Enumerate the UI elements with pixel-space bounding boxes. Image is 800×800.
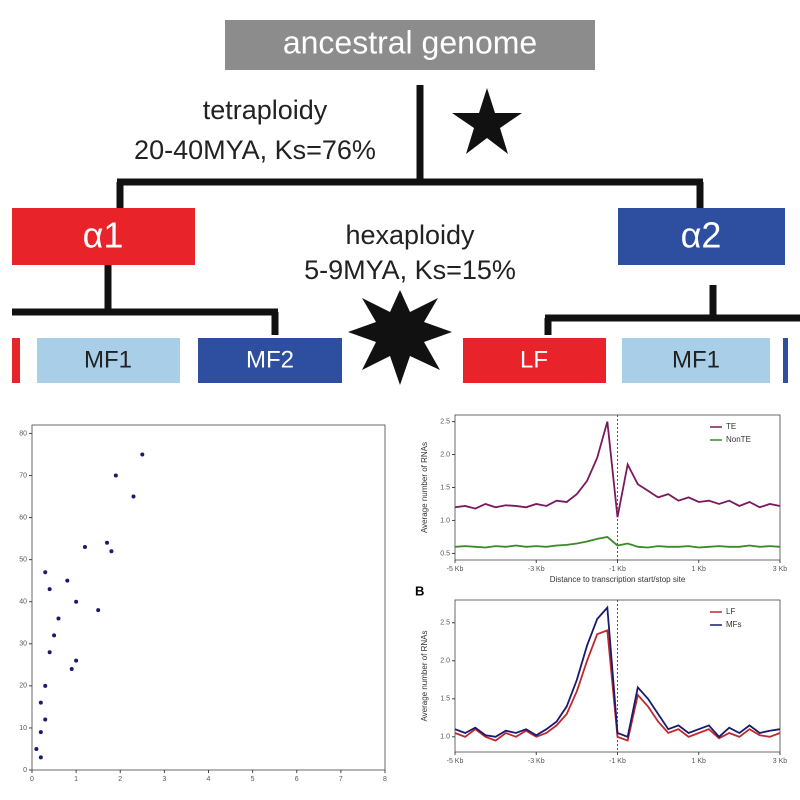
- y-tick-label: 0.5: [440, 550, 450, 557]
- y-axis-label: Average number of RNAs: [420, 442, 429, 533]
- star: [452, 88, 522, 154]
- series-line: [454, 421, 781, 518]
- event-detail: 20-40MYA, Ks=76%: [134, 135, 376, 165]
- point: [69, 667, 74, 672]
- point: [96, 608, 101, 613]
- y-tick-label: 1.5: [440, 696, 450, 703]
- x-tick-label: 4: [207, 776, 211, 783]
- x-tick-label: 3: [162, 776, 166, 783]
- fragment-box: [37, 338, 180, 383]
- point: [47, 650, 52, 655]
- y-tick-label: 1.0: [440, 734, 450, 741]
- point: [105, 540, 110, 545]
- point: [109, 549, 114, 554]
- legend-label: TE: [726, 422, 736, 431]
- x-tick-label: -1 Kb: [609, 566, 626, 573]
- x-tick-label: 0: [30, 776, 34, 783]
- x-tick-label: -5 Kb: [447, 758, 464, 765]
- series-line: [454, 605, 781, 739]
- fragment-box: [463, 338, 606, 383]
- y-tick-label: 2.0: [440, 451, 450, 458]
- y-tick-label: 20: [19, 683, 27, 690]
- y-tick-label: 1.5: [440, 484, 450, 491]
- point: [82, 545, 87, 550]
- x-tick-label: 2: [118, 776, 122, 783]
- root-box: [225, 20, 595, 70]
- point: [38, 755, 43, 760]
- x-tick-label: 1 Kb: [692, 758, 707, 765]
- legend-label: NonTE: [726, 435, 751, 444]
- point: [74, 599, 79, 604]
- point: [43, 570, 48, 575]
- y-tick-label: 70: [19, 472, 27, 479]
- point: [43, 683, 48, 688]
- y-tick-label: 1.0: [440, 517, 450, 524]
- series-line: [454, 535, 781, 549]
- x-tick-label: 6: [295, 776, 299, 783]
- fragment-label: MF2: [246, 346, 294, 373]
- point: [131, 494, 136, 499]
- y-tick-label: 10: [19, 725, 27, 732]
- point: [34, 746, 39, 751]
- fragment-box: [198, 338, 342, 383]
- y-tick-label: 60: [19, 514, 27, 521]
- fragment-box: [783, 338, 788, 383]
- burst: [348, 290, 452, 385]
- fragment-label: MF1: [84, 346, 132, 373]
- x-tick-label: 7: [339, 776, 343, 783]
- event-detail: 5-9MYA, Ks=15%: [304, 255, 516, 285]
- point: [43, 717, 48, 722]
- x-tick-label: 3 Kb: [773, 566, 788, 573]
- y-tick-label: 80: [19, 430, 27, 437]
- x-axis-label: Distance to transcription start/stop sit…: [550, 575, 686, 584]
- event-name: hexaploidy: [345, 220, 475, 250]
- point: [74, 658, 79, 663]
- point: [113, 473, 118, 478]
- y-axis-label: Average number of RNAs: [420, 630, 429, 721]
- x-tick-label: -3 Kb: [528, 758, 545, 765]
- point: [52, 633, 57, 638]
- root-label: ancestral genome: [283, 24, 537, 60]
- fragment-label: LF: [520, 346, 548, 373]
- fragment-label: MF1: [672, 346, 720, 373]
- legend-label: MFs: [726, 620, 742, 629]
- x-tick-label: 1 Kb: [692, 566, 707, 573]
- tree: [12, 85, 800, 335]
- fragment-box: [12, 338, 20, 383]
- point: [47, 587, 52, 592]
- panel-label: B: [415, 583, 424, 598]
- point: [38, 730, 43, 735]
- point: [65, 578, 70, 583]
- y-tick-label: 2.5: [440, 620, 450, 627]
- y-tick-label: 2.0: [440, 658, 450, 665]
- y-tick-label: 2.5: [440, 418, 450, 425]
- series-line: [454, 629, 781, 742]
- subgenome-box: [618, 208, 785, 265]
- plot-frame: [31, 424, 386, 771]
- subgenome-label: α2: [681, 215, 722, 256]
- x-tick-label: 3 Kb: [773, 758, 788, 765]
- x-tick-label: 1: [74, 776, 78, 783]
- y-tick-label: 50: [19, 556, 27, 563]
- x-tick-label: 8: [383, 776, 387, 783]
- point: [140, 452, 145, 457]
- point: [38, 700, 43, 705]
- x-tick-label: -5 Kb: [447, 566, 464, 573]
- x-tick-label: 5: [251, 776, 255, 783]
- event-name: tetraploidy: [203, 95, 328, 125]
- point: [56, 616, 61, 621]
- fragment-box: [622, 338, 770, 383]
- subgenome-label: α1: [83, 215, 124, 256]
- x-tick-label: -3 Kb: [528, 566, 545, 573]
- y-tick-label: 30: [19, 641, 27, 648]
- legend-label: LF: [726, 607, 735, 616]
- x-tick-label: -1 Kb: [609, 758, 626, 765]
- y-tick-label: 0: [23, 767, 27, 774]
- y-tick-label: 40: [19, 599, 27, 606]
- subgenome-box: [12, 208, 195, 265]
